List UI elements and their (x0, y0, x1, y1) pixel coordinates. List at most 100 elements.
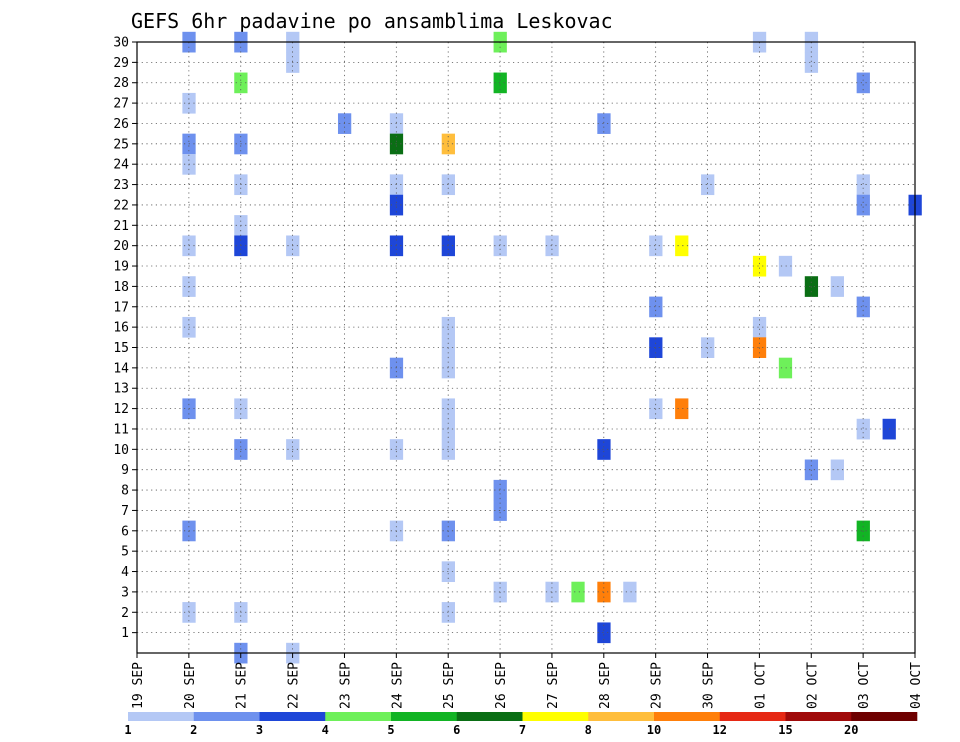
x-tick-label: 02 OCT (805, 662, 820, 709)
x-tick-label: 24 SEP (390, 662, 405, 709)
heatmap-cell-100 (493, 479, 507, 501)
heatmap-cell-80 (778, 357, 793, 379)
y-tick-label: 26 (113, 117, 129, 132)
colorbar-label: 20 (844, 723, 858, 737)
axis-ticks: 1234567891011121314151617181920212223242… (113, 36, 924, 709)
y-tick-label: 8 (121, 484, 129, 499)
heatmap-cell-28 (597, 113, 611, 134)
heatmap-cell-72 (752, 316, 767, 338)
heatmap-cell-58 (752, 255, 767, 277)
y-tick-label: 20 (113, 239, 129, 254)
heatmap-cell-55 (545, 235, 559, 257)
y-tick-label: 12 (113, 402, 129, 417)
x-tick-label: 19 SEP (131, 662, 146, 709)
colorbar-label: 3 (256, 723, 263, 737)
heatmap-cell-124 (623, 581, 637, 603)
y-tick-label: 11 (113, 422, 129, 437)
y-tick-label: 6 (121, 524, 129, 539)
y-tick-label: 25 (113, 137, 129, 152)
y-tick-label: 30 (113, 36, 129, 51)
colorbar-segment (588, 712, 655, 721)
heatmap-cell-9 (804, 52, 819, 73)
colorbar-segment (522, 712, 589, 721)
heatmap-cells (182, 31, 922, 664)
x-tick-label: 26 SEP (494, 662, 509, 709)
x-tick-label: 01 OCT (753, 662, 768, 709)
y-tick-label: 2 (121, 606, 129, 621)
y-tick-label: 22 (113, 198, 129, 213)
x-tick-label: 25 SEP (442, 662, 457, 709)
y-tick-label: 23 (113, 178, 129, 193)
chart-title: GEFS 6hr padavine po ansamblima Leskovac (131, 9, 613, 33)
y-tick-label: 15 (113, 341, 129, 356)
x-tick-label: 20 SEP (183, 662, 198, 709)
heatmap-cell-105 (493, 500, 507, 521)
heatmap-cell-87 (675, 398, 689, 420)
y-tick-label: 21 (113, 219, 129, 234)
colorbar-label: 7 (519, 723, 526, 737)
colorbar-segment (193, 712, 260, 721)
y-tick-label: 10 (113, 443, 129, 458)
heatmap-cell-54 (493, 235, 507, 257)
y-tick-label: 24 (113, 158, 129, 173)
heatmap-cell-59 (778, 255, 793, 277)
heatmap-cell-44 (856, 194, 870, 216)
y-tick-label: 7 (121, 504, 129, 519)
plot-frame (136, 41, 916, 654)
colorbar-label: 4 (322, 723, 329, 737)
heatmap-cell-68 (649, 296, 663, 318)
colorbar-label: 2 (190, 723, 197, 737)
heatmap-cell-42 (856, 174, 870, 196)
x-tick-label: 03 OCT (857, 662, 872, 709)
heatmap-cell-13 (856, 72, 870, 94)
colorbar-segment (325, 712, 392, 721)
colorbar-label: 10 (647, 723, 661, 737)
x-tick-label: 30 SEP (702, 662, 717, 709)
colorbar-segment (259, 712, 326, 721)
y-tick-label: 27 (113, 97, 129, 112)
y-tick-label: 16 (113, 321, 129, 336)
colorbar-label: 12 (713, 723, 727, 737)
heatmap-cell-41 (701, 174, 715, 196)
heatmap-cell-90 (856, 418, 870, 440)
colorbar-segment (654, 712, 721, 721)
heatmap-cell-140 (597, 622, 611, 644)
colorbar-label: 5 (387, 723, 394, 737)
colorbar-segment (785, 712, 852, 721)
colorbar-segment (391, 712, 458, 721)
colorbar-segment (456, 712, 523, 721)
y-tick-label: 28 (113, 76, 129, 91)
y-tick-label: 13 (113, 382, 129, 397)
y-tick-label: 18 (113, 280, 129, 295)
heatmap-cell-122 (571, 581, 585, 603)
x-tick-label: 27 SEP (546, 662, 561, 709)
x-tick-label: 28 SEP (598, 662, 613, 709)
colorbar-label: 1 (124, 723, 131, 737)
heatmap-cell-12 (493, 72, 507, 94)
y-tick-label: 17 (113, 300, 129, 315)
heatmap-cell-96 (597, 439, 611, 460)
x-tick-label: 04 OCT (909, 662, 924, 709)
y-tick-label: 29 (113, 56, 129, 71)
heatmap-cell-56 (649, 235, 663, 257)
y-tick-label: 3 (121, 585, 129, 600)
x-tick-label: 22 SEP (287, 662, 302, 709)
x-tick-label: 23 SEP (338, 662, 353, 709)
y-tick-label: 14 (113, 361, 129, 376)
heatmap-cell-57 (675, 235, 689, 257)
y-tick-label: 9 (121, 463, 129, 478)
colorbar-segment (719, 712, 786, 721)
colorbar-label: 15 (778, 723, 792, 737)
heatmap-cell-69 (856, 296, 870, 318)
colorbar-segment (851, 712, 918, 721)
x-tick-label: 21 SEP (235, 662, 250, 709)
y-tick-label: 5 (121, 545, 129, 560)
colorbar-segment (128, 712, 195, 721)
y-tick-label: 4 (121, 565, 129, 580)
y-tick-label: 19 (113, 260, 129, 275)
y-tick-label: 1 (121, 626, 129, 641)
x-tick-label: 29 SEP (650, 662, 665, 709)
colorbar-label: 8 (585, 723, 592, 737)
grid-lines (137, 42, 915, 653)
